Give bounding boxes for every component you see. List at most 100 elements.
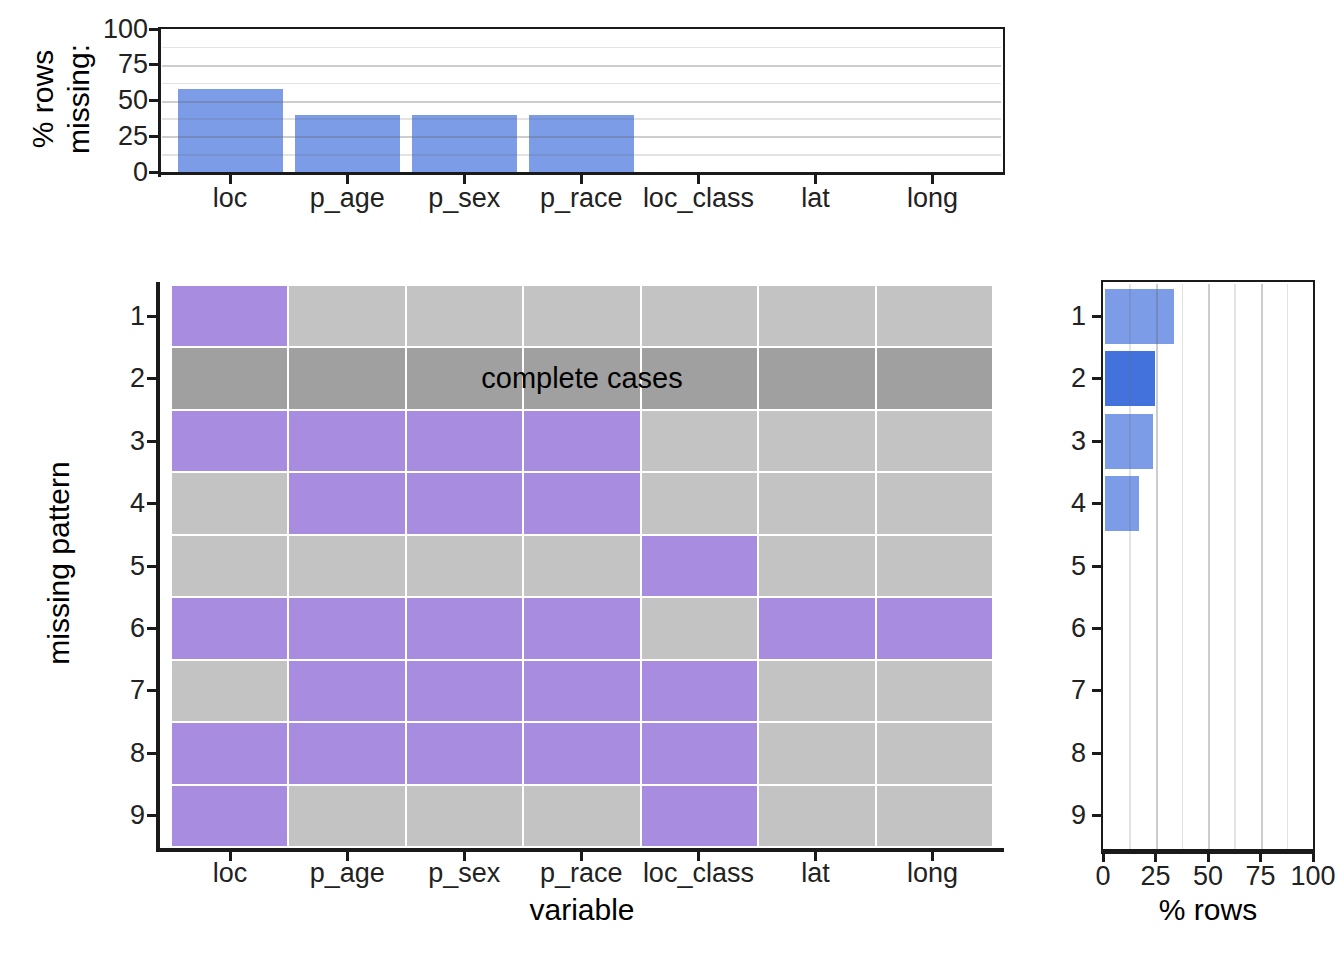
right-y-tick bbox=[1092, 627, 1101, 630]
right-y-tick-label: 7 bbox=[1016, 676, 1086, 706]
top-x-tick-label: long bbox=[853, 183, 1013, 213]
heatmap-y-axis-line bbox=[156, 282, 160, 852]
top-gridline-major bbox=[162, 65, 1001, 67]
heatmap-y-tick bbox=[147, 377, 156, 380]
heatmap-cell-p6-p_age bbox=[289, 598, 405, 659]
heatmap-cell-p3-loc_class bbox=[642, 411, 757, 471]
heatmap-cell-p7-p_race bbox=[524, 661, 640, 721]
missing-pattern-heatmap: missing pattern variable complete cases1… bbox=[0, 230, 1050, 960]
heatmap-cell-p8-p_sex bbox=[407, 723, 522, 784]
right-y-tick-label: 5 bbox=[1016, 551, 1086, 581]
heatmap-cell-p7-p_age bbox=[289, 661, 405, 721]
heatmap-cell-p9-lat bbox=[759, 786, 875, 846]
right-gridline-major bbox=[1208, 284, 1210, 850]
right-gridline-major bbox=[1156, 284, 1158, 850]
heatmap-cell-p5-loc bbox=[172, 536, 287, 596]
top-y-tick-label: 25 bbox=[76, 121, 148, 151]
top-bar-p_race bbox=[529, 115, 634, 172]
heatmap-y-tick bbox=[147, 627, 156, 630]
heatmap-y-tick-label: 5 bbox=[71, 551, 145, 581]
top-bar-p_sex bbox=[412, 115, 517, 172]
top-y-tick-label: 75 bbox=[76, 50, 148, 80]
top-y-tick bbox=[149, 99, 158, 102]
right-chart-x-axis-title: % rows bbox=[1088, 893, 1328, 927]
heatmap-y-tick bbox=[147, 315, 156, 318]
heatmap-cell-p3-long bbox=[877, 411, 992, 471]
right-y-tick-label: 2 bbox=[1016, 364, 1086, 394]
right-bar-pattern-2 bbox=[1105, 351, 1155, 406]
heatmap-cell-p4-lat bbox=[759, 473, 875, 534]
heatmap-cell-p8-lat bbox=[759, 723, 875, 784]
heatmap-cell-p6-p_race bbox=[524, 598, 640, 659]
right-gridline-minor bbox=[1182, 284, 1184, 850]
right-y-tick-label: 3 bbox=[1016, 426, 1086, 456]
top-y-tick bbox=[149, 171, 158, 174]
top-gridline-minor bbox=[162, 83, 1001, 85]
heatmap-cell-p1-loc bbox=[172, 286, 287, 346]
heatmap-cell-p5-loc_class bbox=[642, 536, 757, 596]
right-x-tick-label: 100 bbox=[1273, 861, 1344, 891]
top-y-tick-label: 100 bbox=[76, 14, 148, 44]
pct-missing-by-variable-chart: % rows missing: locp_agep_sexp_raceloc_c… bbox=[0, 0, 1344, 230]
top-y-axis-line bbox=[158, 27, 161, 177]
heatmap-cell-p6-long bbox=[877, 598, 992, 659]
heatmap-cell-p1-p_age bbox=[289, 286, 405, 346]
heatmap-cell-p8-p_race bbox=[524, 723, 640, 784]
heatmap-cell-p5-lat bbox=[759, 536, 875, 596]
heatmap-cell-p8-loc bbox=[172, 723, 287, 784]
heatmap-cell-p7-loc bbox=[172, 661, 287, 721]
heatmap-cell-p1-lat bbox=[759, 286, 875, 346]
heatmap-cell-p7-loc_class bbox=[642, 661, 757, 721]
right-y-tick-label: 6 bbox=[1016, 613, 1086, 643]
heatmap-cell-p5-long bbox=[877, 536, 992, 596]
heatmap-cell-p1-p_sex bbox=[407, 286, 522, 346]
heatmap-cell-p6-lat bbox=[759, 598, 875, 659]
right-y-tick bbox=[1092, 689, 1101, 692]
heatmap-y-tick-label: 7 bbox=[71, 676, 145, 706]
top-y-tick-label: 50 bbox=[76, 86, 148, 116]
heatmap-cell-p9-loc_class bbox=[642, 786, 757, 846]
right-y-tick bbox=[1092, 565, 1101, 568]
heatmap-cell-p8-loc_class bbox=[642, 723, 757, 784]
right-y-tick-label: 4 bbox=[1016, 489, 1086, 519]
top-y-tick bbox=[149, 28, 158, 31]
heatmap-y-tick-label: 3 bbox=[71, 426, 145, 456]
right-y-tick bbox=[1092, 440, 1101, 443]
right-y-tick bbox=[1092, 752, 1101, 755]
heatmap-cell-p1-long bbox=[877, 286, 992, 346]
heatmap-y-tick bbox=[147, 565, 156, 568]
heatmap-cell-p3-p_age bbox=[289, 411, 405, 471]
right-bar-pattern-3 bbox=[1105, 414, 1153, 469]
heatmap-cell-p8-p_age bbox=[289, 723, 405, 784]
heatmap-y-tick-label: 4 bbox=[71, 489, 145, 519]
top-y-tick bbox=[149, 135, 158, 138]
heatmap-y-tick-label: 8 bbox=[71, 738, 145, 768]
right-y-tick bbox=[1092, 502, 1101, 505]
missing-data-pattern-figure: % rows missing: locp_agep_sexp_raceloc_c… bbox=[0, 0, 1344, 960]
right-bar-pattern-1 bbox=[1105, 289, 1174, 344]
heatmap-cell-p7-long bbox=[877, 661, 992, 721]
complete-cases-label: complete cases bbox=[171, 363, 993, 395]
heatmap-y-tick-label: 1 bbox=[71, 301, 145, 331]
heatmap-cell-p9-p_age bbox=[289, 786, 405, 846]
top-y-tick-label: 0 bbox=[76, 157, 148, 187]
heatmap-cell-p7-lat bbox=[759, 661, 875, 721]
top-bar-p_age bbox=[295, 115, 400, 172]
right-y-tick-label: 9 bbox=[1016, 801, 1086, 831]
heatmap-cell-p3-p_sex bbox=[407, 411, 522, 471]
heatmap-cell-p9-long bbox=[877, 786, 992, 846]
right-y-tick-label: 1 bbox=[1016, 301, 1086, 331]
heatmap-cell-p3-p_race bbox=[524, 411, 640, 471]
right-gridline-minor bbox=[1234, 284, 1236, 850]
top-gridline-minor bbox=[162, 47, 1001, 49]
right-gridline-major bbox=[1261, 284, 1263, 850]
heatmap-y-tick bbox=[147, 814, 156, 817]
heatmap-cell-p9-loc bbox=[172, 786, 287, 846]
right-gridline-minor bbox=[1287, 284, 1289, 850]
right-y-tick bbox=[1092, 377, 1101, 380]
heatmap-y-tick bbox=[147, 440, 156, 443]
heatmap-cell-p1-loc_class bbox=[642, 286, 757, 346]
heatmap-cell-p9-p_race bbox=[524, 786, 640, 846]
heatmap-y-tick-label: 9 bbox=[71, 801, 145, 831]
heatmap-cell-p4-p_sex bbox=[407, 473, 522, 534]
